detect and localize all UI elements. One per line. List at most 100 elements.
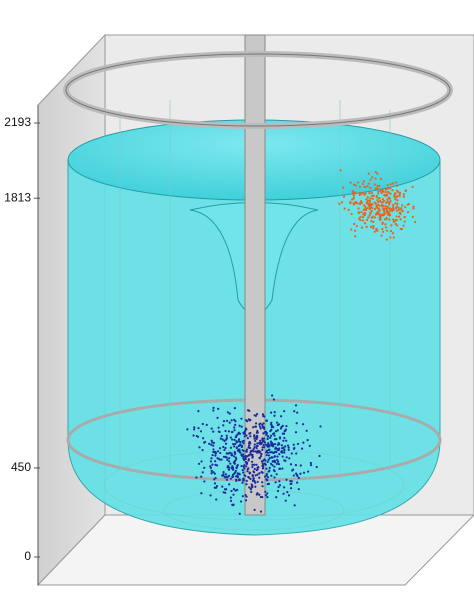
particle xyxy=(233,472,236,475)
particle xyxy=(404,206,407,209)
particle xyxy=(353,183,356,186)
particle xyxy=(396,199,399,202)
particle xyxy=(234,475,238,478)
particle xyxy=(363,208,366,211)
particle xyxy=(368,214,371,217)
particle xyxy=(388,207,391,210)
particle xyxy=(235,458,238,461)
particle xyxy=(352,203,356,206)
particle xyxy=(269,436,272,439)
particle xyxy=(369,202,372,205)
particle xyxy=(241,481,244,484)
particle xyxy=(359,218,362,222)
particle xyxy=(262,443,265,447)
particle xyxy=(404,189,407,192)
particle xyxy=(251,449,254,452)
particle xyxy=(290,482,293,485)
particle xyxy=(225,434,228,437)
particle xyxy=(275,438,278,441)
particle xyxy=(245,495,248,498)
particle xyxy=(261,485,264,488)
particle xyxy=(352,194,356,197)
particle xyxy=(254,422,258,425)
particle xyxy=(273,470,276,473)
particle xyxy=(261,467,265,470)
particle xyxy=(275,473,278,476)
particle xyxy=(412,205,415,208)
particle xyxy=(205,423,208,426)
particle xyxy=(203,441,206,444)
particle xyxy=(253,467,256,471)
particle xyxy=(238,448,241,451)
particle xyxy=(388,218,391,221)
particle xyxy=(291,468,295,471)
particle xyxy=(379,200,382,203)
particle xyxy=(342,195,346,198)
particle xyxy=(211,463,214,466)
particle xyxy=(195,434,198,438)
particle xyxy=(259,455,263,458)
particle xyxy=(226,419,229,422)
particle xyxy=(403,220,406,223)
particle xyxy=(272,425,275,429)
particle xyxy=(219,451,222,455)
particle xyxy=(200,475,203,478)
y-axis: 0 450 1813 2193 xyxy=(4,115,40,563)
particle xyxy=(399,218,402,221)
particle xyxy=(396,205,399,208)
particle xyxy=(266,496,269,499)
particle xyxy=(245,419,248,422)
particle xyxy=(362,191,365,195)
rim-edge xyxy=(65,53,451,127)
particle xyxy=(253,435,256,438)
particle xyxy=(245,434,248,437)
particle xyxy=(257,451,261,454)
particle xyxy=(371,207,374,210)
particle xyxy=(273,414,276,417)
particle xyxy=(359,200,363,203)
particle xyxy=(398,192,401,196)
particle xyxy=(378,204,381,207)
particle xyxy=(238,432,242,435)
particle xyxy=(339,169,342,172)
particle xyxy=(252,477,255,480)
particle xyxy=(265,453,268,457)
particle xyxy=(394,198,397,201)
particle xyxy=(254,414,257,417)
particle xyxy=(371,197,374,200)
y-tick-label: 450 xyxy=(11,460,31,474)
particle xyxy=(238,512,241,515)
particle xyxy=(373,201,376,204)
particle xyxy=(295,452,298,455)
particle xyxy=(391,182,395,185)
particle xyxy=(259,439,262,442)
particle xyxy=(319,425,322,428)
particle xyxy=(381,188,384,192)
particle xyxy=(384,226,388,229)
particle xyxy=(385,207,388,210)
particle xyxy=(220,434,223,438)
particle xyxy=(381,213,384,217)
particle xyxy=(296,474,299,478)
particle xyxy=(233,407,236,410)
particle xyxy=(283,449,286,452)
particle xyxy=(384,205,387,208)
particle xyxy=(256,442,259,445)
particle xyxy=(381,222,384,225)
particle xyxy=(266,483,269,486)
particle xyxy=(267,454,271,457)
particle xyxy=(228,460,231,463)
particle xyxy=(365,198,368,201)
particle xyxy=(253,508,256,512)
particle xyxy=(255,435,258,438)
particle xyxy=(254,450,257,453)
particle xyxy=(253,443,256,446)
particle xyxy=(268,451,272,454)
particle xyxy=(229,477,232,480)
particle xyxy=(268,448,271,451)
particle xyxy=(245,462,249,465)
particle xyxy=(213,482,217,485)
particle xyxy=(222,445,225,449)
particle xyxy=(197,427,200,430)
particle xyxy=(243,432,247,435)
